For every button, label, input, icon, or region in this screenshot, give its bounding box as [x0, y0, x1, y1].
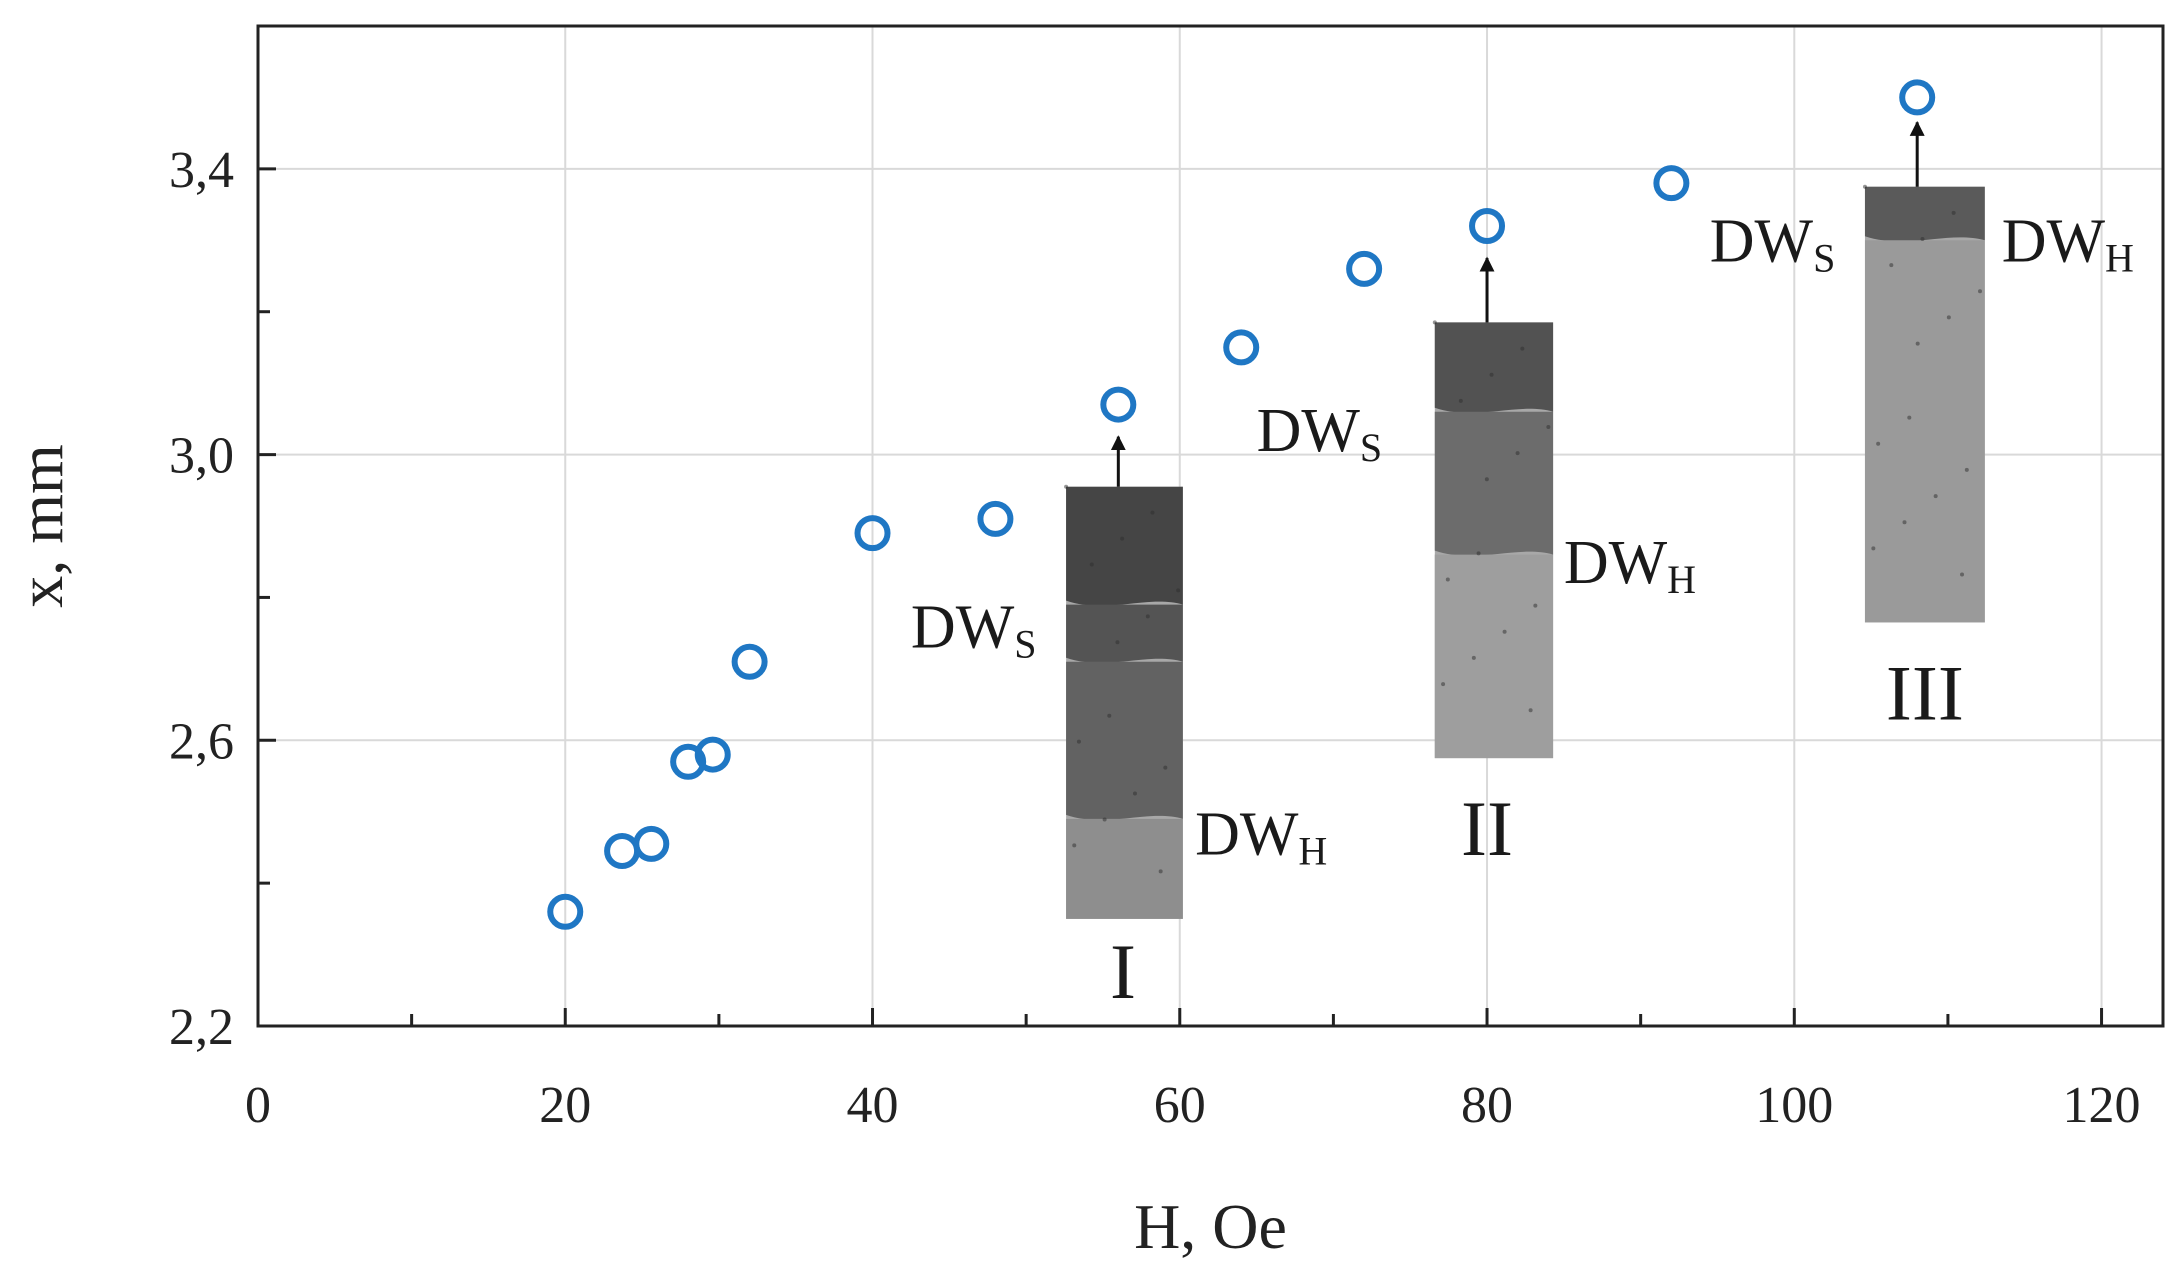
defect-speck	[1432, 320, 1437, 325]
y-tick-label: 2,2	[169, 999, 234, 1056]
roman-label-II: II	[1461, 785, 1513, 872]
domain-image-II	[1432, 320, 1554, 759]
data-point	[1223, 329, 1260, 366]
defect-speck	[1502, 629, 1507, 634]
defect-speck	[1441, 682, 1446, 687]
roman-label-III: III	[1886, 649, 1964, 736]
defect-speck	[1445, 577, 1450, 582]
grid	[258, 26, 2163, 1026]
defect-speck	[1876, 441, 1881, 446]
domain-band	[1434, 322, 1554, 413]
data-point	[854, 515, 891, 552]
defect-speck	[1072, 843, 1077, 848]
defect-speck	[1076, 739, 1081, 744]
domain-band	[1066, 604, 1183, 663]
defect-speck	[1533, 603, 1538, 608]
annotations: DWS DWH I DWS DWH II DWS DWH III	[911, 120, 2134, 1015]
defect-speck	[1132, 791, 1137, 796]
defect-speck	[1907, 415, 1912, 420]
domain-band	[1066, 818, 1183, 919]
domain-image-III	[1862, 184, 1985, 623]
data-point	[1653, 165, 1690, 202]
y-tick-label: 2,6	[169, 713, 234, 770]
defect-speck	[1150, 510, 1155, 515]
defect-speck	[1163, 765, 1168, 770]
defect-speck	[1920, 237, 1925, 241]
tick-labels: 0 20 40 60 80 100 120 2,2 2,6 3,0 3,4	[169, 142, 2141, 1134]
data-points	[547, 79, 1936, 930]
x-tick-label: 0	[245, 1077, 271, 1134]
defect-speck	[1115, 640, 1120, 645]
data-point	[1346, 250, 1383, 287]
data-point	[547, 893, 584, 930]
x-tick-label: 120	[2063, 1077, 2141, 1134]
defect-speck	[1476, 551, 1481, 556]
dw-h-label: DWH	[2002, 208, 2134, 281]
dw-s-label: DWS	[1710, 208, 1836, 281]
defect-speck	[1933, 494, 1938, 499]
defect-speck	[1964, 467, 1969, 472]
domain-band	[1434, 411, 1554, 556]
domain-band	[1864, 240, 1985, 623]
defect-speck	[1977, 289, 1982, 294]
defect-speck	[1484, 477, 1489, 482]
roman-label-I: I	[1110, 928, 1136, 1015]
domain-band	[1864, 186, 1985, 242]
data-point	[670, 743, 707, 780]
domain-images	[1064, 184, 1985, 919]
defect-speck	[1528, 708, 1533, 713]
defect-speck	[1064, 484, 1069, 489]
defect-speck	[1489, 372, 1494, 377]
data-point	[1100, 386, 1137, 423]
domain-band	[1434, 554, 1554, 759]
data-point	[604, 833, 641, 869]
dw-s-label: DWS	[1257, 397, 1383, 470]
x-tick-label: 80	[1461, 1077, 1513, 1134]
y-tick-label: 3,4	[169, 142, 234, 199]
defect-speck	[1515, 451, 1520, 456]
x-tick-label: 40	[847, 1077, 899, 1134]
data-point	[1899, 79, 1936, 116]
defect-speck	[1960, 572, 1965, 577]
defect-speck	[1107, 713, 1112, 718]
defect-speck	[1871, 546, 1876, 551]
x-axis-title: H, Oe	[1134, 1191, 1287, 1262]
defect-speck	[1102, 817, 1107, 822]
data-point	[694, 736, 731, 773]
defect-speck	[1471, 655, 1476, 660]
defect-speck	[1176, 588, 1181, 593]
domain-band	[1066, 661, 1183, 821]
domain-band	[1066, 486, 1183, 606]
defect-speck	[1158, 869, 1163, 874]
plot-frame	[256, 24, 2165, 1028]
defect-speck	[1902, 520, 1907, 525]
defect-speck	[1946, 315, 1951, 320]
dw-h-label: DWH	[1564, 529, 1696, 602]
defect-speck	[1862, 184, 1867, 189]
defect-speck	[1458, 398, 1463, 403]
defect-speck	[1915, 341, 1920, 346]
defect-speck	[1520, 346, 1525, 351]
dw-s-label: DWS	[911, 593, 1037, 666]
x-tick-label: 100	[1755, 1077, 1833, 1134]
axis-ticks	[256, 167, 2104, 1028]
defect-speck	[1546, 425, 1551, 429]
x-tick-label: 20	[539, 1077, 591, 1134]
defect-speck	[1889, 263, 1894, 268]
defect-speck	[1145, 614, 1150, 619]
x-tick-label: 60	[1154, 1077, 1206, 1134]
data-point	[731, 643, 768, 680]
y-tick-label: 3,0	[169, 428, 234, 485]
domain-image-I	[1064, 484, 1183, 919]
y-axis-title: x, mm	[5, 444, 76, 608]
data-point	[1469, 208, 1506, 244]
data-point	[977, 500, 1014, 537]
defect-speck	[1951, 210, 1956, 215]
defect-speck	[1089, 562, 1094, 567]
defect-speck	[1120, 536, 1125, 541]
data-point	[633, 825, 670, 862]
dw-h-label: DWH	[1195, 801, 1327, 874]
